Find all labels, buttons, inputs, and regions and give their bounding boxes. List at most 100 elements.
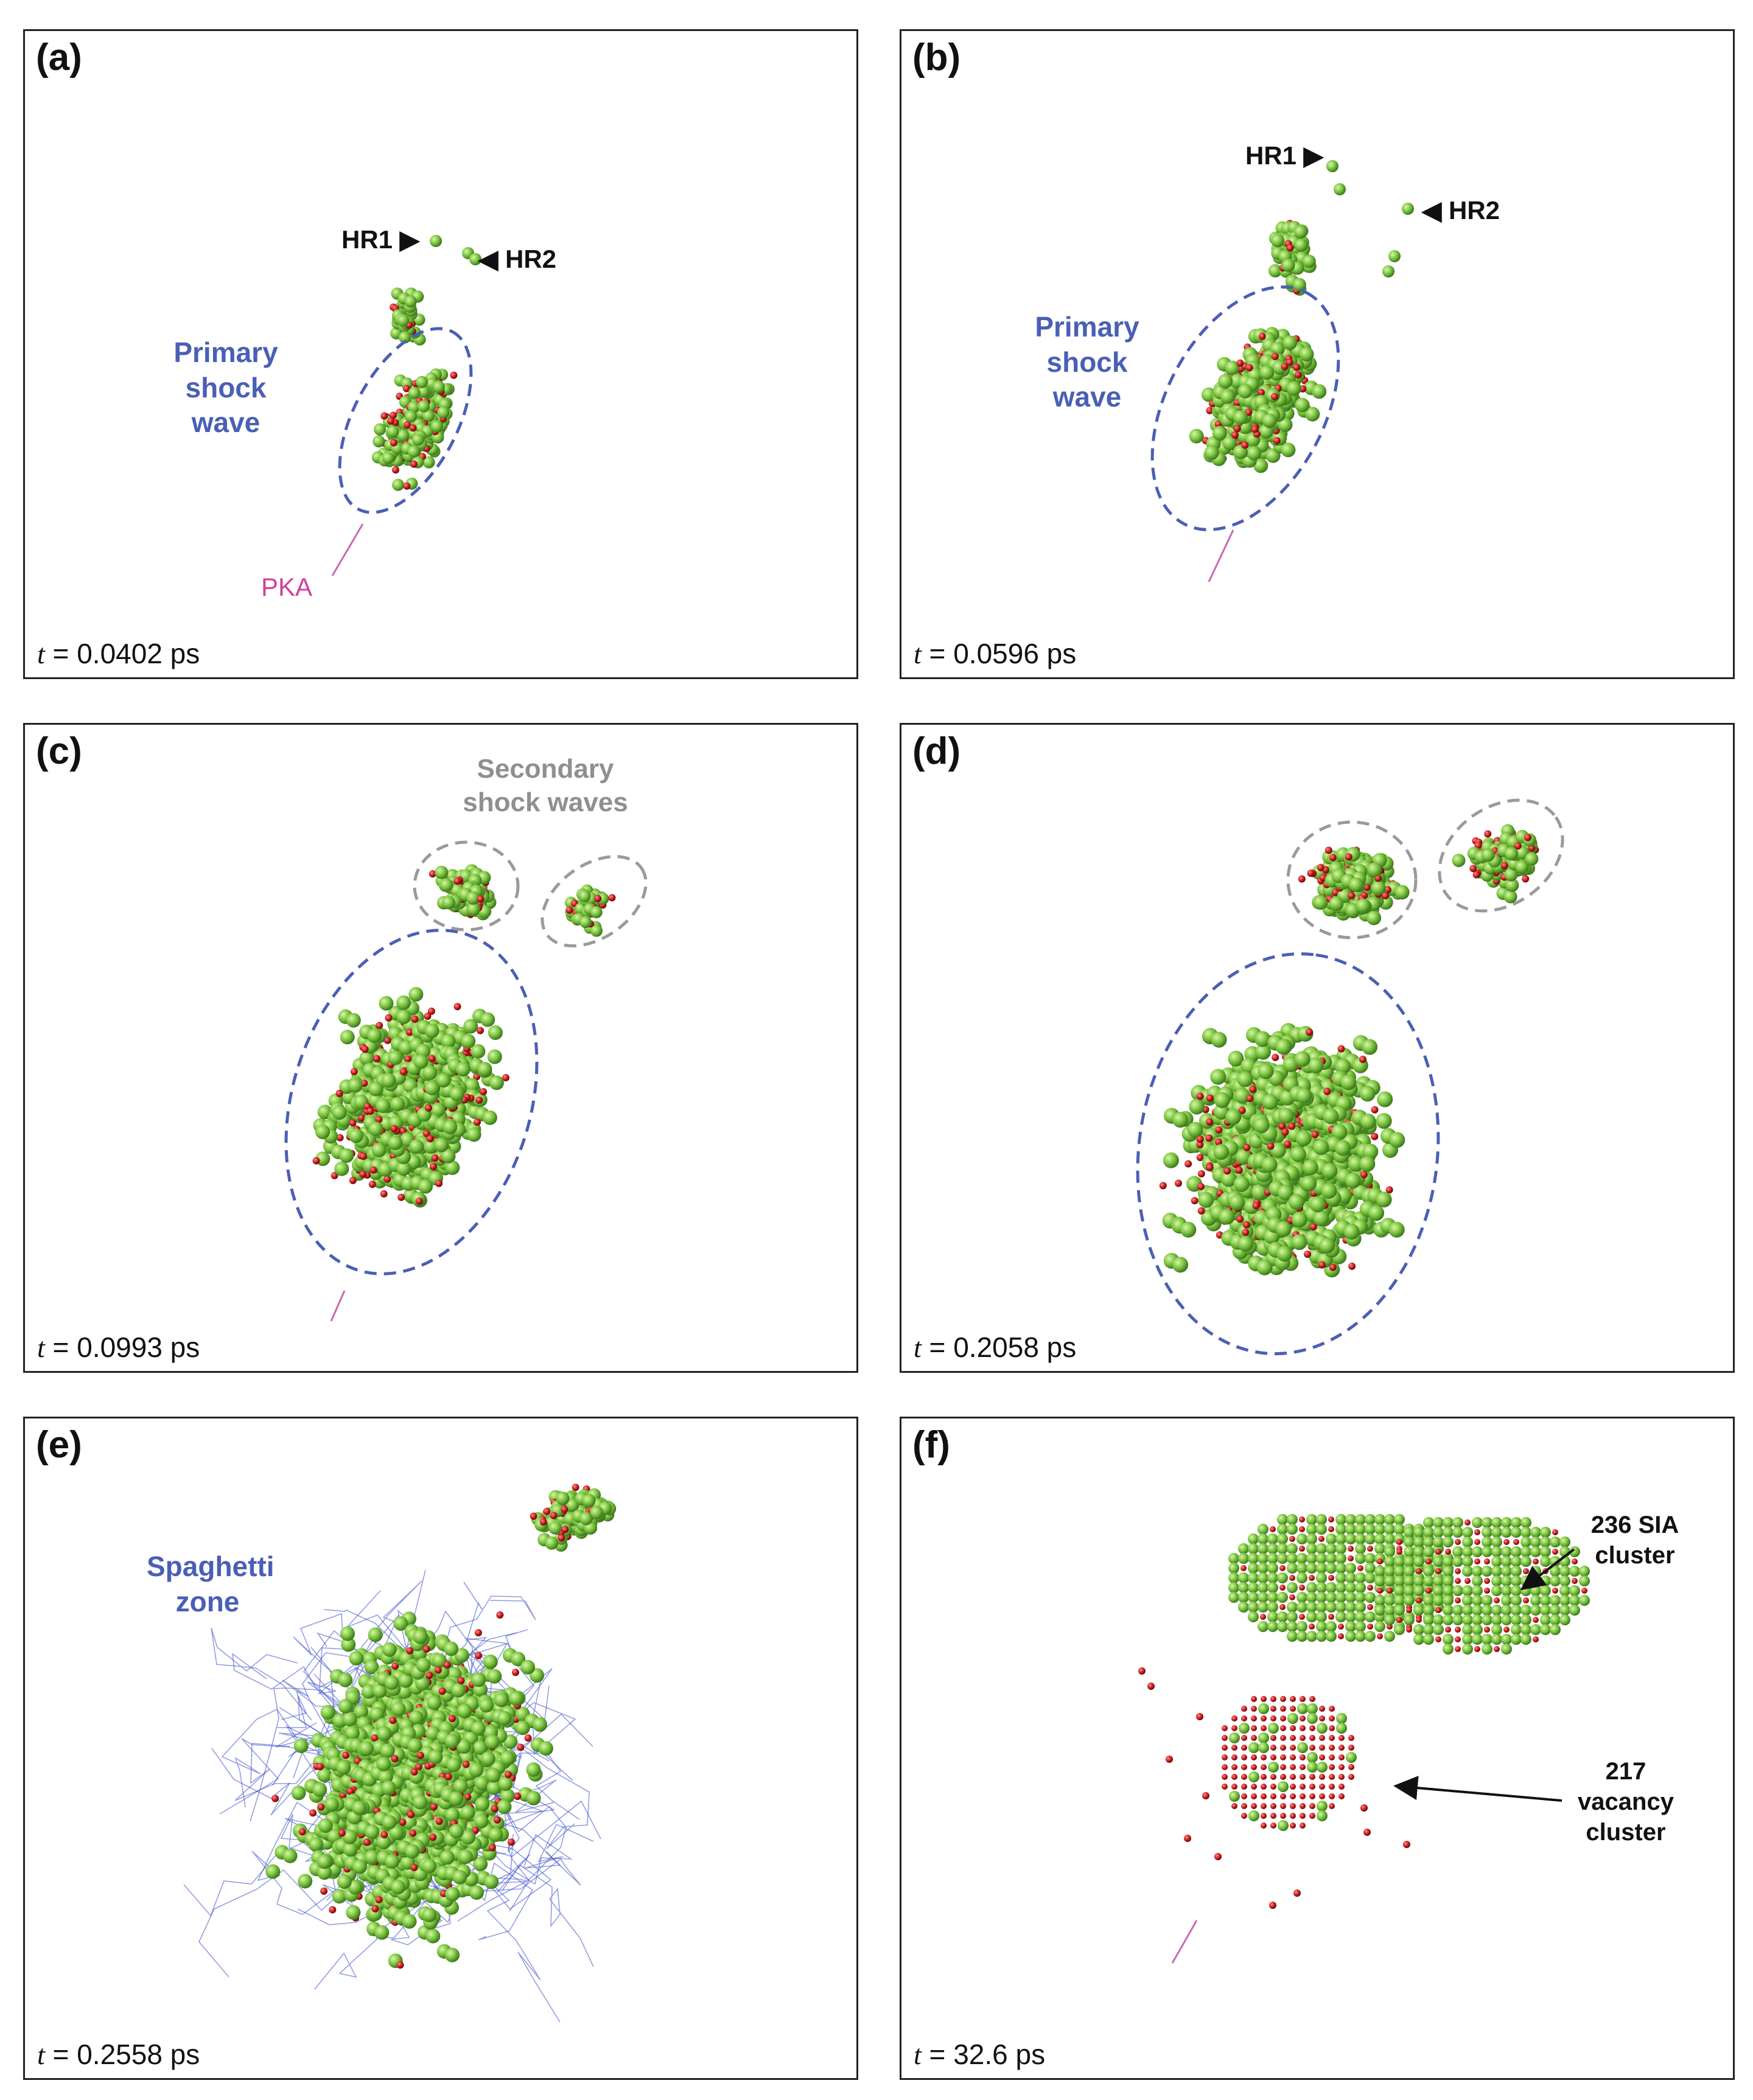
red-vacancy-atom: [336, 1134, 344, 1142]
green-interstitial-atom: [1343, 1224, 1360, 1240]
panel-label: (c): [36, 730, 82, 772]
green-interstitial-atom: [1220, 389, 1235, 404]
green-interstitial-atom: [1204, 445, 1219, 460]
green-interstitial-atom: [1211, 1031, 1227, 1048]
hr2-label: ◀ HR2: [478, 245, 557, 273]
green-interstitial-atom: [1367, 862, 1382, 877]
green-interstitial-atom: [1313, 1139, 1329, 1156]
red-vacancy-atom: [502, 1074, 509, 1081]
red-vacancy-atom: [1284, 1140, 1292, 1148]
green-interstitial-atom: [1233, 410, 1248, 425]
red-vacancy-atom: [1191, 1197, 1198, 1205]
atom-cloud-primary: [265, 1611, 553, 1969]
green-interstitial-atom: [411, 433, 424, 446]
green-interstitial-atom: [430, 1102, 446, 1117]
green-interstitial-atom: [1312, 384, 1327, 399]
green-interstitial-atom: [1356, 898, 1371, 913]
green-interstitial-atom: [332, 1105, 347, 1120]
green-interstitial-atom: [487, 1049, 502, 1064]
panel-c: (c) Secondary shock waves t = 0.0993 ps: [23, 723, 858, 1373]
green-interstitial-atom: [1525, 852, 1539, 866]
green-interstitial-atom: [334, 1161, 349, 1176]
trajectory-line: [307, 1614, 399, 1708]
green-interstitial-atom: [1301, 1175, 1317, 1191]
red-vacancy-atom: [473, 1073, 481, 1081]
green-interstitial-atom: [1220, 1171, 1237, 1187]
green-interstitial-atom: [407, 401, 420, 413]
red-vacancy-atom: [1337, 1045, 1345, 1053]
trajectory-line: [250, 1673, 344, 1822]
green-interstitial-atom: [1225, 360, 1240, 375]
red-vacancy-atom: [430, 1163, 437, 1170]
green-interstitial-atom: [315, 1125, 331, 1139]
red-vacancy-atom: [1236, 1215, 1244, 1223]
atom-cloud-secondary-1: [1298, 846, 1410, 926]
atom-cloud-secondary-2: [1452, 824, 1539, 904]
red-vacancy-atom: [425, 1104, 432, 1112]
green-interstitial-atom: [455, 1062, 471, 1076]
red-vacancy-atom: [1329, 1263, 1337, 1271]
green-interstitial-atom: [376, 1098, 391, 1114]
green-interstitial-atom: [1214, 1092, 1230, 1108]
trajectory-line: [502, 1864, 594, 1967]
red-vacancy-atom: [349, 1176, 357, 1184]
primary-shock-wave-ellipse: [1150, 285, 1340, 531]
red-vacancy-atom: [450, 371, 458, 379]
red-vacancy-atom: [1246, 1095, 1254, 1102]
panel-b: (b) Primary shock wave HR1 ▶ ◀ HR2 t = 0…: [900, 29, 1735, 679]
red-vacancy-atom: [1332, 888, 1340, 896]
green-interstitial-atom: [1360, 1114, 1376, 1129]
red-vacancy-atom: [1281, 1128, 1289, 1136]
green-interstitial-atom: [1282, 335, 1298, 351]
red-vacancy-atom: [1524, 834, 1531, 842]
red-vacancy-atom: [1184, 1160, 1192, 1168]
red-vacancy-atom: [477, 1027, 484, 1034]
red-vacancy-atom: [477, 895, 485, 903]
secondary-shock-wave-ellipse-1: [1286, 820, 1418, 940]
green-interstitial-atom: [388, 1050, 403, 1066]
green-interstitial-atom: [1294, 1051, 1310, 1067]
red-vacancy-atom: [1206, 1094, 1214, 1102]
green-interstitial-atom: [1376, 1191, 1392, 1208]
green-interstitial-atom: [408, 987, 424, 1002]
green-interstitial-atom: [1255, 1044, 1272, 1060]
green-interstitial-atom: [1326, 160, 1338, 172]
red-vacancy-atom: [480, 1088, 488, 1095]
green-interstitial-atom: [1371, 881, 1386, 896]
green-interstitial-atom: [1278, 1108, 1294, 1124]
red-vacancy-atom: [359, 1170, 367, 1178]
green-interstitial-atom: [1213, 1104, 1230, 1120]
red-vacancy-atom: [369, 1166, 377, 1174]
green-interstitial-atom: [1261, 1156, 1278, 1173]
green-interstitial-atom: [1302, 254, 1316, 268]
red-vacancy-atom: [357, 1114, 365, 1122]
red-vacancy-atom: [1324, 846, 1332, 854]
red-vacancy-atom: [1243, 1143, 1251, 1151]
panel-d: (d) t = 0.2058 ps: [900, 723, 1735, 1373]
green-interstitial-atom: [1313, 895, 1328, 910]
green-interstitial-atom: [1296, 1087, 1312, 1104]
red-vacancy-atom: [1197, 1170, 1205, 1177]
green-interstitial-atom: [1222, 435, 1237, 450]
primary-shock-wave-label: Primary shock wave: [1035, 311, 1139, 413]
red-vacancy-atom: [1236, 359, 1244, 367]
pka-arrow: [1208, 529, 1234, 582]
green-interstitial-atom: [1362, 1039, 1378, 1055]
cascade-scene-e: [183, 1484, 617, 2023]
green-interstitial-atom: [1348, 1156, 1364, 1172]
red-vacancy-atom: [1360, 1171, 1368, 1179]
green-interstitial-atom: [1321, 1183, 1337, 1199]
red-vacancy-atom: [474, 1118, 481, 1126]
green-interstitial-atom: [1253, 458, 1268, 473]
green-interstitial-atom: [1237, 1235, 1254, 1252]
green-interstitial-atom: [1294, 238, 1308, 252]
panel-e: (e) Spaghetti zone t = 0.2558 ps: [23, 1417, 858, 2080]
green-interstitial-atom: [1281, 259, 1295, 272]
green-interstitial-atom: [1292, 277, 1306, 291]
red-vacancy-atom: [608, 894, 616, 902]
cascade-scene-d: [1136, 798, 1564, 1356]
timestamp: t = 0.0402 ps: [37, 638, 200, 669]
green-interstitial-atom: [1259, 365, 1275, 380]
green-interstitial-atom: [1340, 1074, 1357, 1090]
green-interstitial-atom: [1202, 387, 1216, 402]
